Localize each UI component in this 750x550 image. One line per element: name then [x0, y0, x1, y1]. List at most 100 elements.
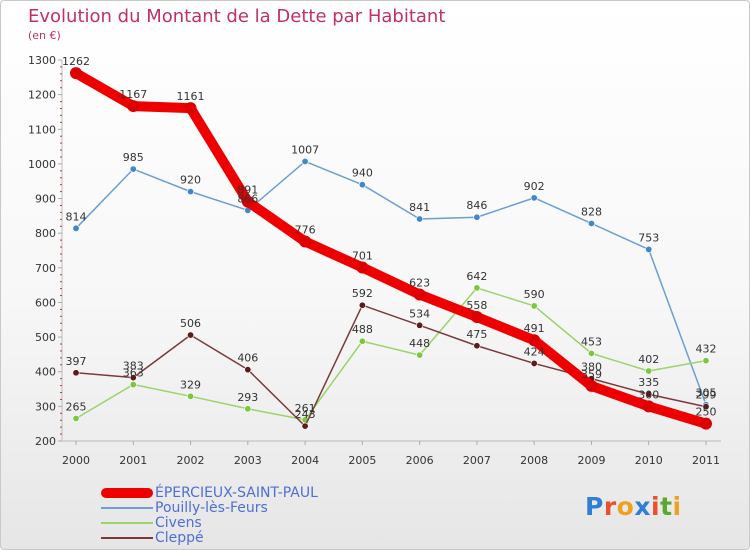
data-point — [413, 288, 426, 301]
y-tick-label: 1000 — [28, 158, 56, 171]
logo-letter: t — [660, 492, 673, 521]
data-point — [530, 359, 538, 367]
data-point — [244, 405, 252, 413]
data-label: 261 — [295, 402, 316, 415]
data-point — [645, 367, 653, 375]
data-label: 902 — [524, 180, 545, 193]
data-label: 1007 — [291, 143, 319, 156]
data-point — [72, 369, 80, 377]
legend-swatch — [101, 537, 153, 539]
data-point — [129, 381, 137, 389]
x-tick-label: 2001 — [119, 454, 147, 467]
data-label: 940 — [352, 167, 373, 180]
data-label: 329 — [180, 378, 201, 391]
data-label: 753 — [638, 231, 659, 244]
data-point — [244, 366, 252, 374]
data-label: 891 — [237, 184, 258, 197]
x-tick-label: 2000 — [62, 454, 90, 467]
data-label: 534 — [409, 307, 430, 320]
data-point — [530, 194, 538, 202]
legend-label: ÉPERCIEUX-SAINT-PAUL — [155, 485, 318, 501]
data-label: 701 — [352, 249, 373, 262]
logo-letter: o — [616, 492, 635, 521]
data-point — [358, 301, 366, 309]
x-tick-label: 2002 — [177, 454, 205, 467]
data-label: 841 — [409, 201, 430, 214]
legend-label: Pouilly-lès-Feurs — [155, 500, 268, 516]
logo-letter: x — [634, 492, 651, 521]
x-tick-label: 2006 — [406, 454, 434, 467]
data-point — [700, 417, 712, 430]
data-point — [473, 342, 481, 350]
data-label: 592 — [352, 287, 373, 300]
legend-swatch — [101, 522, 153, 524]
data-point — [470, 311, 483, 324]
data-point — [473, 284, 481, 292]
data-point — [416, 321, 424, 329]
y-tick-label: 200 — [35, 435, 56, 448]
data-label: 491 — [524, 322, 545, 335]
data-point — [187, 392, 195, 400]
y-tick-label: 1100 — [28, 123, 56, 136]
data-label: 1262 — [62, 55, 90, 68]
y-tick-label: 600 — [35, 296, 56, 309]
data-label: 623 — [409, 276, 430, 289]
logo-letter: i — [651, 492, 661, 521]
x-tick-label: 2005 — [348, 454, 376, 467]
data-point — [187, 331, 195, 339]
x-tick-label: 2003 — [234, 454, 262, 467]
data-point — [702, 357, 710, 365]
data-label: 265 — [66, 400, 87, 413]
data-label: 828 — [581, 205, 602, 218]
data-label: 300 — [638, 388, 659, 401]
data-label: 305 — [696, 387, 717, 400]
data-point — [70, 67, 82, 80]
data-point — [72, 224, 80, 232]
logo-letter: P — [585, 492, 604, 521]
chart-title: Evolution du Montant de la Dette par Hab… — [28, 6, 446, 27]
x-tick-label: 2009 — [577, 454, 605, 467]
series-line — [75, 304, 707, 427]
data-label: 383 — [123, 360, 144, 373]
data-point — [587, 349, 595, 357]
logo-letter: i — [672, 492, 682, 521]
chart-unit-label: (en €) — [28, 29, 61, 42]
data-label: 380 — [581, 361, 602, 374]
data-label: 397 — [66, 355, 87, 368]
data-label: 642 — [466, 270, 487, 283]
data-label: 432 — [696, 343, 717, 356]
data-label: 250 — [696, 406, 717, 419]
data-point — [356, 261, 369, 274]
data-point — [473, 213, 481, 221]
data-point — [301, 422, 309, 430]
data-label: 363 — [123, 367, 144, 380]
data-label: 590 — [524, 288, 545, 301]
data-label: 1161 — [177, 90, 205, 103]
data-label: 402 — [638, 353, 659, 366]
data-point — [645, 390, 653, 398]
y-tick-label: 1200 — [28, 89, 56, 102]
y-tick-label: 700 — [35, 262, 56, 275]
x-tick-label: 2008 — [520, 454, 548, 467]
data-label: 985 — [123, 151, 144, 164]
series-line — [75, 287, 707, 421]
x-tick-label: 2010 — [635, 454, 663, 467]
logo-letter: r — [603, 492, 617, 521]
x-tick-label: 2007 — [463, 454, 491, 467]
data-label: 293 — [237, 391, 258, 404]
y-tick-label: 900 — [35, 193, 56, 206]
data-label: 488 — [352, 323, 373, 336]
data-point — [528, 334, 541, 347]
data-point — [241, 195, 254, 208]
legend-label: Cleppé — [155, 530, 204, 546]
data-point — [358, 181, 366, 189]
y-tick-label: 1300 — [28, 54, 56, 67]
data-label: 866 — [237, 192, 258, 205]
data-point — [187, 188, 195, 196]
data-point — [416, 351, 424, 359]
data-point — [358, 337, 366, 345]
data-point — [642, 400, 655, 413]
data-label: 506 — [180, 317, 201, 330]
